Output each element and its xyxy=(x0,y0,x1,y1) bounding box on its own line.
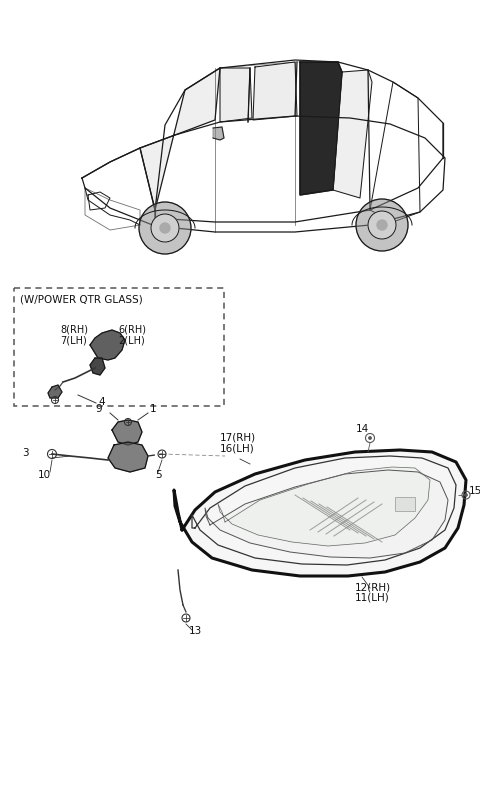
Text: 10: 10 xyxy=(37,470,50,480)
Circle shape xyxy=(151,214,179,242)
Circle shape xyxy=(139,202,191,254)
Text: 12(RH): 12(RH) xyxy=(355,582,391,592)
Text: (W/POWER QTR GLASS): (W/POWER QTR GLASS) xyxy=(20,294,143,304)
Circle shape xyxy=(160,223,170,233)
Polygon shape xyxy=(220,68,252,122)
Text: 16(LH): 16(LH) xyxy=(220,443,255,453)
Text: 11(LH): 11(LH) xyxy=(355,593,390,603)
Text: 8(RH): 8(RH) xyxy=(60,324,88,334)
Polygon shape xyxy=(218,467,430,546)
Bar xyxy=(14,288,224,406)
Text: 2(LH): 2(LH) xyxy=(118,335,145,345)
Circle shape xyxy=(465,494,467,496)
Polygon shape xyxy=(174,450,466,576)
Polygon shape xyxy=(300,62,342,195)
Polygon shape xyxy=(213,127,224,140)
Polygon shape xyxy=(140,68,220,210)
Bar xyxy=(395,497,415,511)
Circle shape xyxy=(377,220,387,230)
Polygon shape xyxy=(205,470,448,558)
Text: 9: 9 xyxy=(96,404,102,414)
Polygon shape xyxy=(108,442,148,472)
Text: 4: 4 xyxy=(98,397,105,407)
Text: 14: 14 xyxy=(356,424,369,434)
Text: 15: 15 xyxy=(469,486,480,496)
Text: 1: 1 xyxy=(150,404,156,414)
Polygon shape xyxy=(90,330,125,360)
Polygon shape xyxy=(253,62,297,120)
Text: 6(RH): 6(RH) xyxy=(118,324,146,334)
Text: 17(RH): 17(RH) xyxy=(220,432,256,442)
Circle shape xyxy=(356,199,408,251)
Polygon shape xyxy=(333,70,372,198)
Text: 13: 13 xyxy=(188,626,202,636)
Circle shape xyxy=(368,211,396,239)
Text: 5: 5 xyxy=(155,470,161,480)
Polygon shape xyxy=(112,420,142,445)
Polygon shape xyxy=(48,385,62,398)
Text: 3: 3 xyxy=(22,448,28,458)
Circle shape xyxy=(369,437,371,439)
Text: 7(LH): 7(LH) xyxy=(60,335,87,345)
Polygon shape xyxy=(90,358,105,375)
